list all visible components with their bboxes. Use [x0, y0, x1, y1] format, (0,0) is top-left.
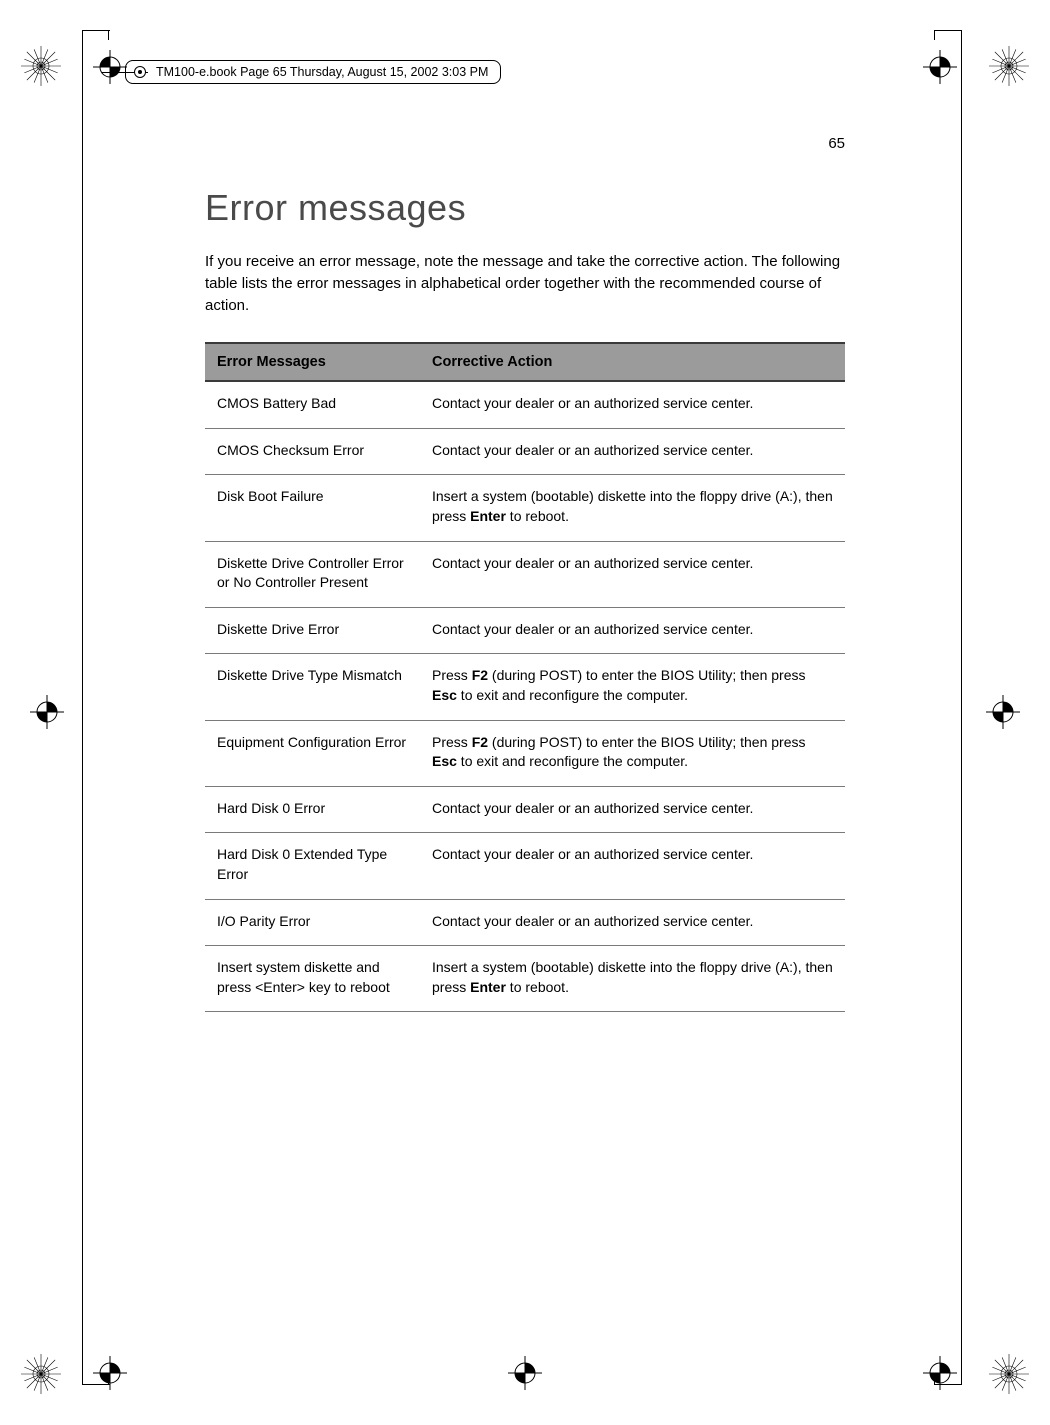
- error-message-cell: Equipment Configuration Error: [205, 720, 420, 786]
- page-content: 65 Error messages If you receive an erro…: [205, 135, 845, 1012]
- corrective-action-cell: Insert a system (bootable) diskette into…: [420, 946, 845, 1012]
- corrective-action-cell: Contact your dealer or an authorized ser…: [420, 541, 845, 607]
- registration-crosshair-icon: [923, 50, 957, 84]
- error-message-cell: I/O Parity Error: [205, 899, 420, 946]
- error-message-cell: Diskette Drive Type Mismatch: [205, 654, 420, 720]
- page-number: 65: [205, 135, 845, 152]
- corrective-action-cell: Press F2 (during POST) to enter the BIOS…: [420, 654, 845, 720]
- error-message-cell: CMOS Battery Bad: [205, 381, 420, 428]
- error-message-cell: Hard Disk 0 Error: [205, 786, 420, 833]
- table-row: Diskette Drive Type MismatchPress F2 (du…: [205, 654, 845, 720]
- running-head-bullet-icon: [134, 66, 146, 78]
- registration-sunburst-icon: [988, 1353, 1030, 1395]
- crop-mark: [934, 30, 962, 31]
- error-message-cell: Diskette Drive Controller Error or No Co…: [205, 541, 420, 607]
- registration-crosshair-icon: [93, 1356, 127, 1390]
- table-row: Insert system diskette and press <Enter>…: [205, 946, 845, 1012]
- corrective-action-cell: Contact your dealer or an authorized ser…: [420, 381, 845, 428]
- corrective-action-cell: Contact your dealer or an authorized ser…: [420, 833, 845, 899]
- page-heading: Error messages: [205, 187, 845, 229]
- running-head-text: TM100-e.book Page 65 Thursday, August 15…: [156, 65, 488, 79]
- error-message-cell: CMOS Checksum Error: [205, 428, 420, 475]
- crop-mark: [82, 30, 110, 31]
- table-row: Diskette Drive Controller Error or No Co…: [205, 541, 845, 607]
- error-message-cell: Hard Disk 0 Extended Type Error: [205, 833, 420, 899]
- corrective-action-cell: Contact your dealer or an authorized ser…: [420, 786, 845, 833]
- table-header-error: Error Messages: [205, 343, 420, 381]
- running-head: TM100-e.book Page 65 Thursday, August 15…: [125, 60, 501, 84]
- corrective-action-cell: Contact your dealer or an authorized ser…: [420, 428, 845, 475]
- registration-sunburst-icon: [20, 45, 62, 87]
- table-row: CMOS Battery BadContact your dealer or a…: [205, 381, 845, 428]
- table-row: Hard Disk 0 ErrorContact your dealer or …: [205, 786, 845, 833]
- table-row: Hard Disk 0 Extended Type ErrorContact y…: [205, 833, 845, 899]
- error-message-cell: Disk Boot Failure: [205, 475, 420, 541]
- table-row: CMOS Checksum ErrorContact your dealer o…: [205, 428, 845, 475]
- crop-tick: [108, 30, 109, 40]
- registration-crosshair-icon: [93, 50, 127, 84]
- registration-crosshair-icon: [30, 695, 64, 729]
- registration-sunburst-icon: [988, 45, 1030, 87]
- corrective-action-cell: Press F2 (during POST) to enter the BIOS…: [420, 720, 845, 786]
- error-messages-table: Error Messages Corrective Action CMOS Ba…: [205, 342, 845, 1012]
- corrective-action-cell: Contact your dealer or an authorized ser…: [420, 899, 845, 946]
- crop-tick: [934, 30, 935, 40]
- registration-crosshair-icon: [508, 1356, 542, 1390]
- registration-crosshair-icon: [986, 695, 1020, 729]
- corrective-action-cell: Contact your dealer or an authorized ser…: [420, 607, 845, 654]
- registration-crosshair-icon: [923, 1356, 957, 1390]
- error-message-cell: Diskette Drive Error: [205, 607, 420, 654]
- corrective-action-cell: Insert a system (bootable) diskette into…: [420, 475, 845, 541]
- table-row: Disk Boot FailureInsert a system (bootab…: [205, 475, 845, 541]
- table-row: Diskette Drive ErrorContact your dealer …: [205, 607, 845, 654]
- registration-sunburst-icon: [20, 1353, 62, 1395]
- error-message-cell: Insert system diskette and press <Enter>…: [205, 946, 420, 1012]
- table-row: Equipment Configuration ErrorPress F2 (d…: [205, 720, 845, 786]
- table-row: I/O Parity ErrorContact your dealer or a…: [205, 899, 845, 946]
- intro-paragraph: If you receive an error message, note th…: [205, 251, 845, 316]
- table-header-action: Corrective Action: [420, 343, 845, 381]
